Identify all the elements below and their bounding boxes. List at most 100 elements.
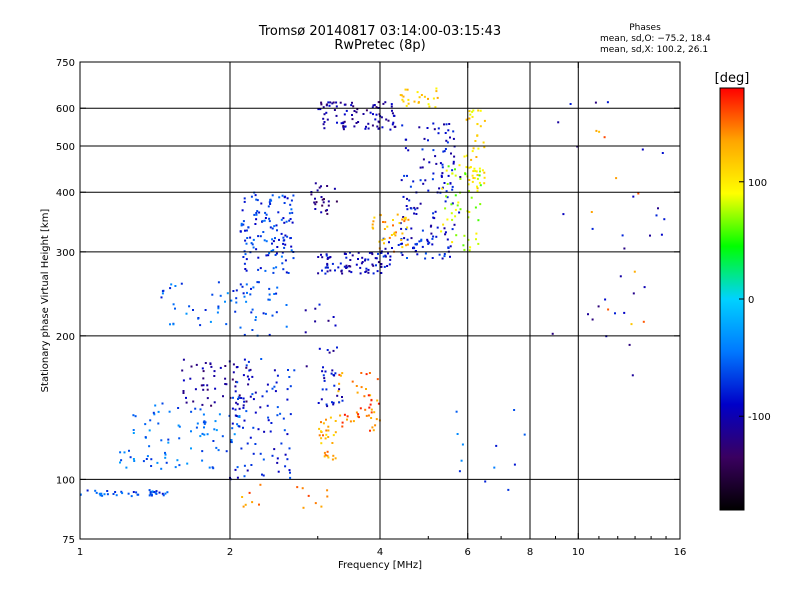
echo-cluster — [239, 191, 295, 274]
echo-point — [325, 418, 327, 421]
echo-point — [469, 113, 472, 116]
echo-point — [445, 169, 448, 172]
echo-point — [234, 310, 237, 313]
echo-point — [377, 261, 380, 264]
echo-point — [272, 267, 275, 270]
echo-point — [348, 265, 351, 267]
echo-point — [284, 243, 287, 246]
echo-point — [224, 365, 227, 367]
echo-point — [190, 430, 192, 433]
echo-point — [286, 388, 289, 391]
echo-point — [256, 281, 259, 284]
echo-point — [326, 495, 329, 498]
echo-point — [132, 432, 135, 434]
echo-point — [427, 103, 430, 106]
echo-point — [224, 300, 226, 303]
echo-point — [234, 385, 237, 388]
echo-point — [165, 461, 168, 464]
echo-point — [430, 232, 433, 235]
echo-point — [135, 491, 138, 494]
echo-point — [619, 275, 622, 278]
echo-point — [251, 329, 254, 331]
echo-point — [282, 417, 285, 420]
echo-point — [341, 396, 343, 398]
echo-point — [401, 242, 403, 245]
echo-point — [331, 442, 334, 444]
echo-point — [349, 251, 351, 254]
echo-point — [495, 444, 498, 447]
echo-point — [244, 253, 247, 256]
echo-point — [459, 208, 462, 211]
echo-point — [384, 221, 387, 224]
echo-point — [418, 240, 421, 243]
echo-point — [641, 148, 644, 151]
echo-point — [400, 94, 403, 97]
echo-point — [285, 325, 288, 328]
echo-point — [457, 201, 460, 204]
echo-point — [331, 401, 333, 404]
echo-point — [371, 223, 374, 226]
echo-point — [355, 111, 358, 114]
echo-point — [370, 417, 373, 419]
echo-point — [234, 468, 237, 471]
echo-point — [453, 223, 456, 226]
echo-point — [232, 371, 235, 374]
echo-point — [452, 162, 455, 165]
echo-point — [332, 401, 335, 404]
echo-point — [263, 219, 266, 222]
echo-point — [454, 208, 457, 211]
echo-point — [271, 227, 274, 230]
echo-point — [321, 269, 323, 272]
echo-point — [202, 413, 205, 416]
echo-cluster — [455, 409, 526, 491]
echo-point — [264, 312, 267, 315]
echo-point — [449, 182, 452, 185]
echo-point — [280, 255, 283, 258]
echo-point — [190, 365, 193, 368]
echo-point — [255, 212, 258, 214]
echo-point — [283, 429, 286, 432]
echo-point — [327, 425, 330, 428]
echo-point — [371, 426, 374, 429]
echo-point — [277, 211, 280, 214]
echo-point — [280, 442, 283, 445]
echo-point — [277, 470, 280, 473]
echo-point — [657, 207, 659, 210]
echo-point — [273, 385, 276, 388]
echo-cluster — [181, 358, 252, 410]
echo-point — [307, 494, 310, 497]
echo-point — [427, 97, 429, 100]
echo-point — [188, 305, 191, 308]
echo-point — [208, 466, 211, 469]
echo-point — [158, 491, 161, 494]
echo-point — [192, 400, 195, 403]
echo-point — [212, 440, 215, 442]
echo-point — [419, 166, 422, 169]
echo-point — [421, 148, 424, 151]
echo-point — [287, 369, 289, 371]
echo-point — [167, 441, 170, 444]
echo-point — [372, 220, 375, 223]
echo-point — [267, 254, 270, 257]
echo-point — [392, 121, 395, 124]
echo-point — [410, 207, 413, 210]
echo-point — [326, 450, 329, 453]
echo-point — [103, 493, 106, 496]
echo-point — [255, 198, 258, 201]
echo-point — [331, 102, 334, 105]
echo-point — [271, 314, 274, 317]
echo-point — [632, 195, 635, 198]
echo-point — [284, 259, 287, 262]
echo-point — [451, 241, 454, 244]
stats-heading: Phases — [629, 23, 661, 33]
echo-point — [380, 265, 383, 268]
echo-point — [418, 126, 421, 129]
echo-point — [202, 377, 205, 380]
echo-point — [283, 221, 286, 224]
echo-point — [370, 251, 373, 254]
echo-point — [456, 204, 459, 207]
echo-point — [483, 171, 486, 174]
echo-point — [396, 213, 399, 216]
echo-point — [202, 388, 205, 391]
echo-point — [269, 430, 272, 433]
